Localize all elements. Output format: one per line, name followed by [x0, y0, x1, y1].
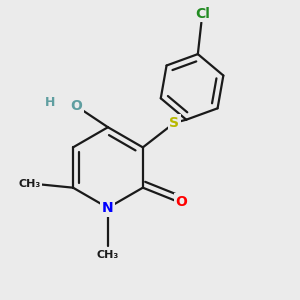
Text: CH₃: CH₃: [97, 250, 119, 260]
Text: CH₃: CH₃: [18, 179, 40, 189]
Text: H: H: [45, 96, 55, 109]
Text: S: S: [169, 116, 179, 130]
Text: O: O: [176, 195, 187, 209]
Text: O: O: [70, 99, 82, 113]
Text: Cl: Cl: [196, 7, 211, 21]
Text: N: N: [102, 201, 114, 215]
